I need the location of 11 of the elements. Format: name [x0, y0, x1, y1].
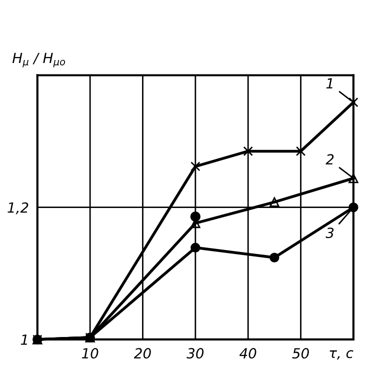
y-tick-label: 1,2: [8, 202, 28, 214]
x-tick-label: 10: [82, 348, 98, 359]
series-label: 2: [326, 154, 334, 164]
legend-label: 3: [326, 228, 334, 238]
x-tick-label: 40: [240, 348, 256, 359]
x-axis-title: τ, c: [330, 350, 354, 360]
y-axis-title: H$_{μ}$ / H$_{μo}$: [12, 52, 66, 68]
x-tick-label: 20: [134, 348, 151, 359]
series-label: 1: [326, 78, 332, 88]
x-tick-label: 30: [186, 348, 204, 359]
x-tick-label: 50: [292, 348, 309, 359]
